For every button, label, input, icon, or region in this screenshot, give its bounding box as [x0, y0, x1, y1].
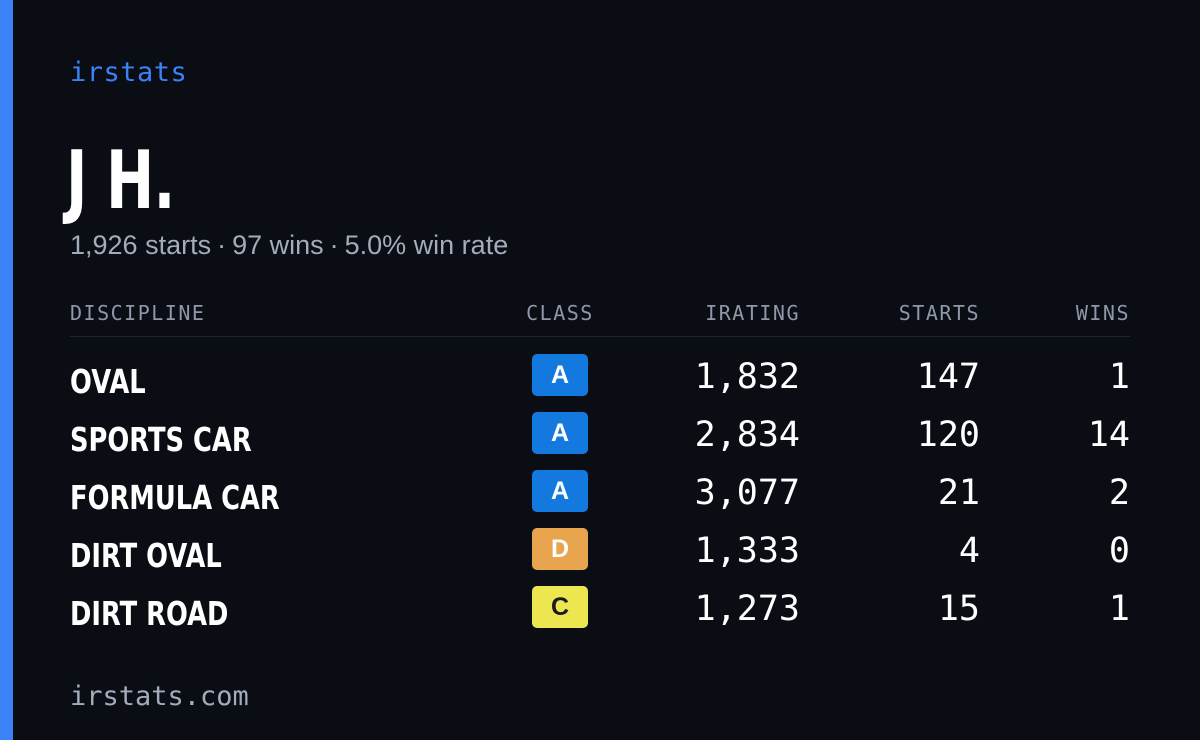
irating-value: 3,077	[694, 473, 800, 513]
summary-win-rate: 5.0% win rate	[344, 230, 509, 260]
wins-value: 14	[1087, 415, 1130, 455]
summary-separator: ·	[329, 230, 339, 260]
summary-separator: ·	[217, 230, 227, 260]
table-row: DIRT ROAD C 1,273 15 1	[70, 568, 1130, 633]
starts-value: 147	[916, 357, 980, 397]
class-badge: A	[532, 470, 588, 512]
discipline-name: FORMULA CAR	[70, 478, 280, 517]
header-irating: IRATING	[705, 301, 800, 325]
header-wins: WINS	[1075, 301, 1130, 325]
irating-value: 1,273	[694, 589, 800, 629]
driver-name: J H.	[66, 134, 175, 227]
header-starts: STARTS	[898, 301, 980, 325]
license-table: DISCIPLINE CLASS IRATING STARTS WINS OVA…	[70, 298, 1130, 633]
table-row: OVAL A 1,832 147 1	[70, 336, 1130, 401]
starts-value: 4	[958, 531, 980, 571]
table-header: DISCIPLINE CLASS IRATING STARTS WINS	[70, 298, 1130, 337]
irating-value: 2,834	[694, 415, 800, 455]
accent-bar	[0, 0, 13, 740]
starts-value: 120	[916, 415, 980, 455]
starts-value: 15	[937, 589, 980, 629]
discipline-name: DIRT ROAD	[70, 594, 229, 633]
brand-logo: irstats	[70, 57, 188, 88]
wins-value: 2	[1108, 473, 1130, 513]
starts-value: 21	[937, 473, 980, 513]
discipline-name: SPORTS CAR	[70, 420, 252, 459]
irating-value: 1,832	[694, 357, 800, 397]
summary-wins: 97 wins	[232, 230, 324, 260]
footer-url: irstats.com	[70, 681, 249, 712]
summary-starts: 1,926 starts	[70, 230, 212, 260]
table-row: SPORTS CAR A 2,834 120 14	[70, 394, 1130, 459]
irating-value: 1,333	[694, 531, 800, 571]
header-discipline: DISCIPLINE	[70, 301, 206, 325]
driver-summary: 1,926 starts · 97 wins · 5.0% win rate	[70, 228, 508, 262]
class-badge: A	[532, 354, 588, 396]
class-badge: A	[532, 412, 588, 454]
wins-value: 1	[1108, 589, 1130, 629]
wins-value: 1	[1108, 357, 1130, 397]
discipline-name: DIRT OVAL	[70, 536, 222, 575]
discipline-name: OVAL	[70, 362, 146, 401]
table-row: FORMULA CAR A 3,077 21 2	[70, 452, 1130, 517]
header-class: CLASS	[526, 301, 594, 325]
wins-value: 0	[1108, 531, 1130, 571]
class-badge: D	[532, 528, 588, 570]
class-badge: C	[532, 586, 588, 628]
table-row: DIRT OVAL D 1,333 4 0	[70, 510, 1130, 575]
